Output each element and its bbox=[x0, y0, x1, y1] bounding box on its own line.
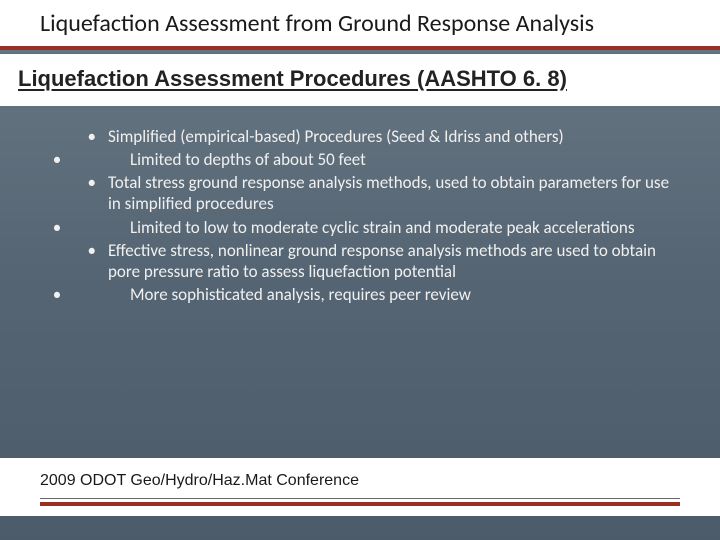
list-item: • Limited to depths of about 50 feet bbox=[40, 149, 680, 170]
bullet-icon: • bbox=[40, 217, 74, 238]
bullet-icon: • bbox=[40, 172, 108, 193]
bullet-icon: • bbox=[40, 240, 108, 261]
footer-text: 2009 ODOT Geo/Hydro/Haz.Mat Conference bbox=[40, 472, 680, 490]
divider-top-thick bbox=[0, 46, 720, 50]
divider-bottom-thin bbox=[40, 498, 680, 499]
slide: Liquefaction Assessment from Ground Resp… bbox=[0, 0, 720, 540]
list-item: • More sophisticated analysis, requires … bbox=[40, 284, 680, 305]
list-item-text: Limited to low to moderate cyclic strain… bbox=[130, 217, 680, 238]
subheader: Liquefaction Assessment Procedures (AASH… bbox=[0, 54, 720, 106]
slide-subtitle: Liquefaction Assessment Procedures (AASH… bbox=[18, 66, 702, 92]
list-item-text: Total stress ground response analysis me… bbox=[108, 172, 680, 215]
list-item: • Simplified (empirical-based) Procedure… bbox=[40, 126, 680, 147]
list-item: • Total stress ground response analysis … bbox=[40, 172, 680, 215]
list-item-text: Limited to depths of about 50 feet bbox=[130, 149, 680, 170]
content-area: • Simplified (empirical-based) Procedure… bbox=[0, 106, 720, 306]
bullet-icon: • bbox=[40, 149, 74, 170]
list-item-text: Simplified (empirical-based) Procedures … bbox=[108, 126, 680, 147]
bullet-icon: • bbox=[40, 284, 74, 305]
list-item-text: More sophisticated analysis, requires pe… bbox=[130, 284, 680, 305]
header: Liquefaction Assessment from Ground Resp… bbox=[0, 0, 720, 46]
footer: 2009 ODOT Geo/Hydro/Haz.Mat Conference bbox=[0, 458, 720, 516]
divider-bottom-thick bbox=[40, 502, 680, 506]
list-item: • Effective stress, nonlinear ground res… bbox=[40, 240, 680, 283]
list-item: • Limited to low to moderate cyclic stra… bbox=[40, 217, 680, 238]
slide-title: Liquefaction Assessment from Ground Resp… bbox=[40, 10, 680, 38]
bullet-icon: • bbox=[40, 126, 108, 147]
list-item-text: Effective stress, nonlinear ground respo… bbox=[108, 240, 680, 283]
